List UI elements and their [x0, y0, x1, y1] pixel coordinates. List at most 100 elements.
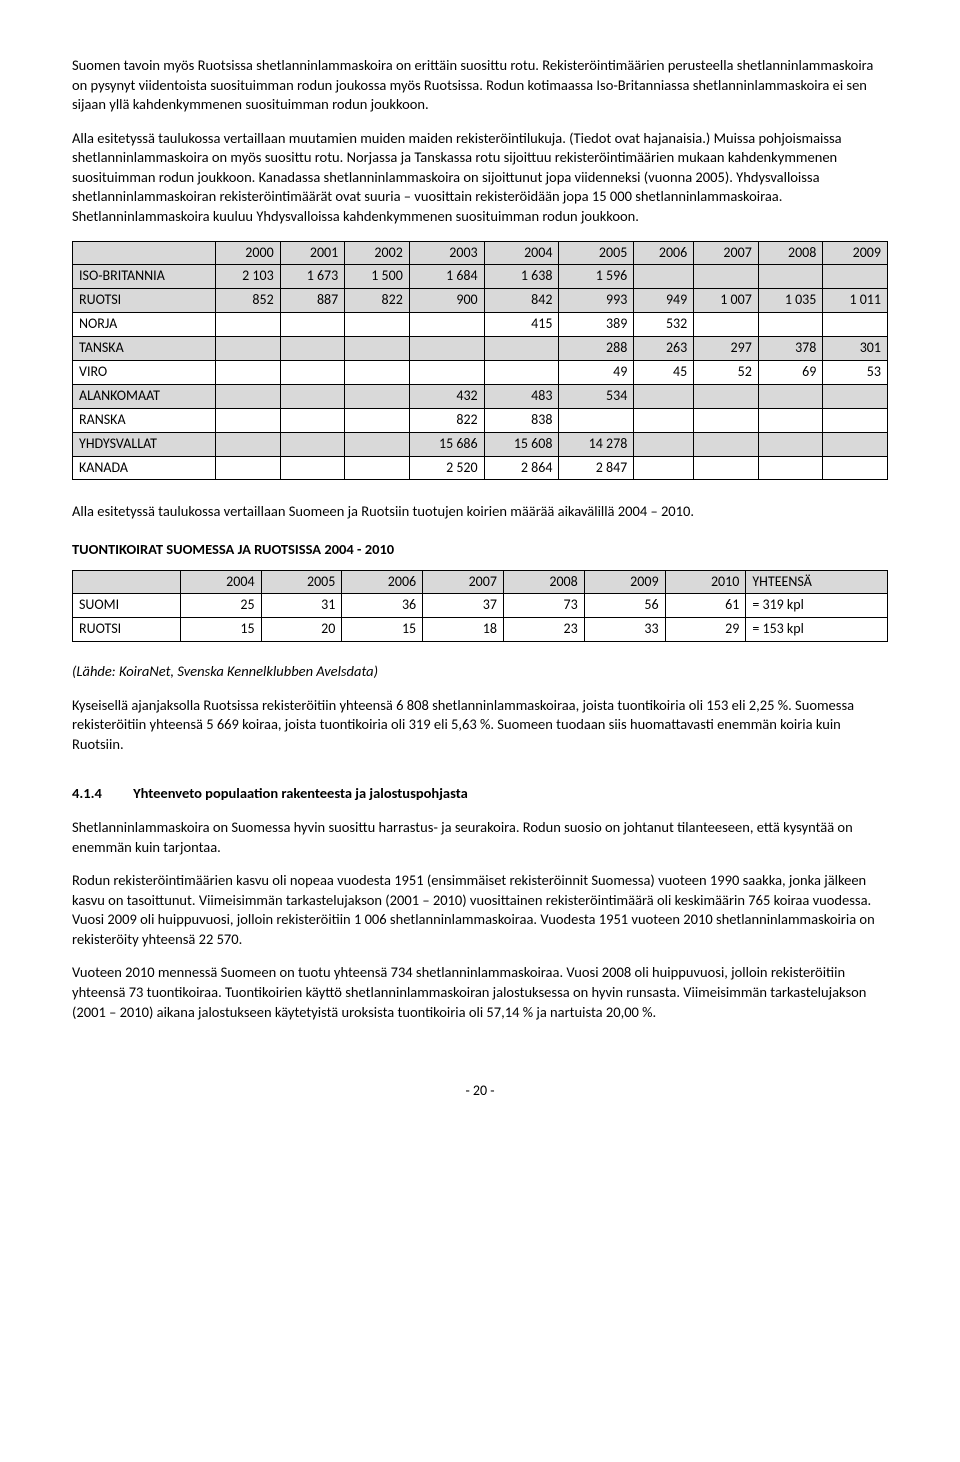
table-cell [280, 337, 345, 361]
table-cell: 297 [694, 337, 759, 361]
table-cell [823, 456, 888, 480]
table-cell: 33 [584, 618, 665, 642]
heading-text: Yhteenveto populaation rakenteesta ja ja… [133, 784, 468, 802]
year-header: 2007 [423, 570, 504, 594]
country-label: ISO-BRITANNIA [73, 265, 216, 289]
paragraph-5: Shetlanninlammaskoira on Suomessa hyvin … [72, 818, 888, 857]
table-cell [694, 313, 759, 337]
table-cell [823, 265, 888, 289]
table-cell [345, 384, 410, 408]
paragraph-3: Alla esitetyssä taulukossa vertaillaan S… [72, 502, 888, 522]
table-cell: 29 [665, 618, 746, 642]
table-cell [345, 408, 410, 432]
table-cell: 432 [409, 384, 484, 408]
table-cell: 15 686 [409, 432, 484, 456]
paragraph-1: Suomen tavoin myös Ruotsissa shetlanninl… [72, 56, 888, 115]
table-cell [694, 408, 759, 432]
year-header: 2003 [409, 241, 484, 265]
table-cell [758, 456, 823, 480]
table-cell: 288 [559, 337, 634, 361]
year-header: 2004 [484, 241, 559, 265]
table-cell [634, 384, 694, 408]
table-cell [484, 360, 559, 384]
page-number: - 20 - [72, 1082, 888, 1101]
table-cell: 1 638 [484, 265, 559, 289]
table-cell: 263 [634, 337, 694, 361]
year-header: 2005 [559, 241, 634, 265]
table-cell [823, 384, 888, 408]
table-cell [823, 408, 888, 432]
table-cell [758, 265, 823, 289]
year-header: 2001 [280, 241, 345, 265]
table-cell: 949 [634, 289, 694, 313]
country-label: ALANKOMAAT [73, 384, 216, 408]
table-cell: 2 103 [216, 265, 281, 289]
year-header: 2004 [180, 570, 261, 594]
year-header: 2000 [216, 241, 281, 265]
table-cell: 415 [484, 313, 559, 337]
table-cell [758, 384, 823, 408]
year-header: 2007 [694, 241, 759, 265]
table-cell: 483 [484, 384, 559, 408]
year-header: 2005 [261, 570, 342, 594]
table-cell [484, 337, 559, 361]
source-citation: (Lähde: KoiraNet, Svenska Kennelklubben … [72, 662, 888, 682]
total-header: YHTEENSÄ [746, 570, 888, 594]
table-cell: 1 500 [345, 265, 410, 289]
country-label: RUOTSI [73, 289, 216, 313]
table-cell [559, 408, 634, 432]
country-label: TANSKA [73, 337, 216, 361]
table-cell: 36 [342, 594, 423, 618]
table-cell: 56 [584, 594, 665, 618]
table-cell [823, 432, 888, 456]
table-cell: 301 [823, 337, 888, 361]
table-cell [345, 360, 410, 384]
table-cell [823, 313, 888, 337]
table-cell [345, 432, 410, 456]
table-cell [694, 384, 759, 408]
table-cell: 852 [216, 289, 281, 313]
paragraph-4: Kyseisellä ajanjaksolla Ruotsissa rekist… [72, 696, 888, 755]
table-cell: 2 864 [484, 456, 559, 480]
table-cell: 900 [409, 289, 484, 313]
table-cell: 73 [503, 594, 584, 618]
table-cell: 53 [823, 360, 888, 384]
year-header: 2008 [503, 570, 584, 594]
table-cell: 822 [409, 408, 484, 432]
country-label: RUOTSI [73, 618, 181, 642]
table-cell [694, 456, 759, 480]
table-cell [758, 408, 823, 432]
table-cell: 532 [634, 313, 694, 337]
total-cell: = 319 kpl [746, 594, 888, 618]
year-header: 2002 [345, 241, 410, 265]
table-cell [216, 313, 281, 337]
table-cell [280, 432, 345, 456]
table-cell [280, 384, 345, 408]
table-cell: 49 [559, 360, 634, 384]
table-cell: 887 [280, 289, 345, 313]
table-cell: 2 520 [409, 456, 484, 480]
country-label: YHDYSVALLAT [73, 432, 216, 456]
table-cell [694, 432, 759, 456]
table-cell [216, 456, 281, 480]
table-cell [216, 432, 281, 456]
table-cell [216, 337, 281, 361]
table-cell: 842 [484, 289, 559, 313]
year-header: 2010 [665, 570, 746, 594]
table-cell [694, 265, 759, 289]
table-cell [345, 313, 410, 337]
table-cell: 822 [345, 289, 410, 313]
table-cell [409, 337, 484, 361]
table-cell: 378 [758, 337, 823, 361]
table-cell [634, 265, 694, 289]
table-cell [634, 408, 694, 432]
table-cell: 45 [634, 360, 694, 384]
table-cell: 1 035 [758, 289, 823, 313]
table-cell: 69 [758, 360, 823, 384]
table-cell [216, 408, 281, 432]
table-cell: 18 [423, 618, 504, 642]
table-cell [280, 360, 345, 384]
table-cell [634, 432, 694, 456]
table-cell [758, 432, 823, 456]
table-cell [280, 456, 345, 480]
